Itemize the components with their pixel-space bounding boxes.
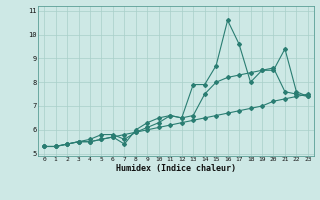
X-axis label: Humidex (Indice chaleur): Humidex (Indice chaleur) [116, 164, 236, 173]
